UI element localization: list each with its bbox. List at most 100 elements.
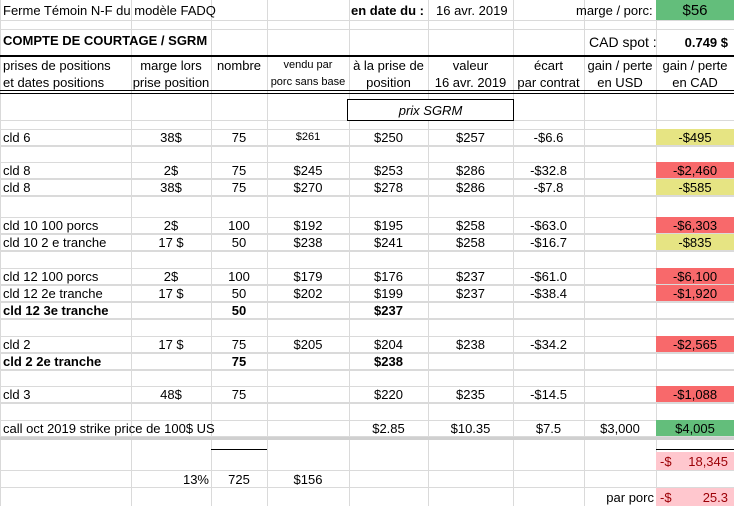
- cell-value[interactable]: $245: [293, 162, 323, 178]
- table-row: cld 12 3e tranche 50 $237: [0, 302, 734, 319]
- cell-value[interactable]: -$835: [656, 234, 734, 250]
- cell-value[interactable]: 48$: [160, 386, 182, 402]
- cell-value[interactable]: $237: [374, 302, 403, 318]
- cell-value[interactable]: -$2,460: [656, 162, 734, 178]
- table-row: cld 8 38$ 75 $270 $278 $286 -$7.8 -$585: [0, 179, 734, 196]
- cell-value[interactable]: $204: [374, 336, 403, 352]
- cell-value[interactable]: -$34.2: [530, 336, 567, 352]
- cell-value[interactable]: $7.5: [535, 420, 562, 436]
- total-cad-cell[interactable]: -$ 18,345: [656, 452, 734, 470]
- cell-value[interactable]: $258: [456, 217, 485, 233]
- cell-value[interactable]: 50: [231, 285, 247, 301]
- cell-value[interactable]: -$6,100: [656, 268, 734, 284]
- cell-value[interactable]: $278: [374, 179, 403, 195]
- cell-value[interactable]: -$7.8: [533, 179, 564, 195]
- cell-value[interactable]: $179: [293, 268, 323, 284]
- cell-value[interactable]: 38$: [160, 179, 182, 195]
- cell-value[interactable]: 38$: [160, 129, 182, 145]
- date-value[interactable]: 16 avr. 2019: [436, 3, 508, 18]
- gridline: [0, 386, 734, 387]
- cell-value[interactable]: $238: [456, 336, 485, 352]
- cell-value[interactable]: -$1,088: [656, 386, 734, 402]
- cell-value[interactable]: $2.85: [372, 420, 405, 436]
- cell-value[interactable]: $253: [374, 162, 403, 178]
- cell-value[interactable]: -$585: [656, 179, 734, 195]
- prix-sgrm-box: prix SGRM: [347, 99, 514, 121]
- cell-value[interactable]: -$16.7: [530, 234, 567, 250]
- position-label[interactable]: cld 12 2e tranche: [3, 285, 103, 301]
- cell-value[interactable]: -$495: [656, 129, 734, 145]
- cell-value[interactable]: $195: [374, 217, 403, 233]
- position-label[interactable]: cld 12 3e tranche: [3, 302, 109, 318]
- cell-value[interactable]: 50: [231, 302, 247, 318]
- cell-value[interactable]: 75: [231, 179, 247, 195]
- position-label[interactable]: cld 8: [3, 162, 31, 178]
- position-label[interactable]: cld 2 2e tranche: [3, 353, 102, 369]
- position-label[interactable]: cld 2: [3, 336, 31, 352]
- cell-value[interactable]: -$14.5: [530, 386, 567, 402]
- cell-value[interactable]: $199: [374, 285, 403, 301]
- cell-value[interactable]: -$2,565: [656, 336, 734, 352]
- gridline: [0, 234, 734, 235]
- cell-value[interactable]: $237: [456, 285, 485, 301]
- column-header-line: en CAD: [672, 75, 718, 90]
- separator: [0, 437, 734, 440]
- cell-value[interactable]: 17 $: [158, 336, 184, 352]
- cell-value[interactable]: 17 $: [158, 234, 184, 250]
- cad-spot-value[interactable]: 0.749 $: [684, 35, 728, 50]
- cell-value[interactable]: $250: [374, 129, 403, 145]
- par-porc-cell[interactable]: -$ 25.3: [656, 488, 734, 506]
- cell-value[interactable]: $286: [456, 162, 485, 178]
- cell-value[interactable]: $235: [456, 386, 485, 402]
- cell-value[interactable]: $270: [293, 179, 323, 195]
- position-label[interactable]: cld 10 2 e tranche: [3, 234, 107, 250]
- cell-value[interactable]: $257: [456, 129, 485, 145]
- cell-value[interactable]: $10.35: [450, 420, 491, 436]
- gridline: [0, 420, 734, 421]
- cell-value[interactable]: -$6.6: [533, 129, 564, 145]
- position-label[interactable]: cld 3: [3, 386, 31, 402]
- position-label[interactable]: cld 8: [3, 179, 31, 195]
- position-label[interactable]: cld 10 100 porcs: [3, 217, 99, 233]
- cell-value[interactable]: 75: [231, 336, 247, 352]
- position-label[interactable]: cld 12 100 porcs: [3, 268, 99, 284]
- cell-value[interactable]: -$61.0: [530, 268, 567, 284]
- cell-value[interactable]: $192: [293, 217, 323, 233]
- cell-value[interactable]: 75: [231, 162, 247, 178]
- cell-value[interactable]: 75: [231, 386, 247, 402]
- cell-value[interactable]: $3,000: [600, 420, 640, 436]
- gridline: [0, 353, 734, 354]
- cell-value[interactable]: 17 $: [158, 285, 184, 301]
- position-label[interactable]: call oct 2019 strike price de 100$ US: [3, 420, 215, 436]
- gridline: [267, 0, 268, 506]
- cell-value[interactable]: -$63.0: [530, 217, 567, 233]
- position-label[interactable]: cld 6: [3, 129, 31, 145]
- cell-value[interactable]: $238: [293, 234, 323, 250]
- cell-value[interactable]: $286: [456, 179, 485, 195]
- cell-value[interactable]: 100: [228, 217, 250, 233]
- cell-value[interactable]: 100: [228, 268, 250, 284]
- cell-value[interactable]: -$32.8: [530, 162, 567, 178]
- marge-value[interactable]: $56: [656, 0, 734, 20]
- cell-value[interactable]: 2$: [163, 162, 179, 178]
- cell-value[interactable]: 75: [231, 129, 247, 145]
- cell-value[interactable]: $220: [374, 386, 403, 402]
- cell-value[interactable]: $4,005: [656, 420, 734, 436]
- cell-value[interactable]: 75: [231, 353, 247, 369]
- gridline: [584, 0, 585, 506]
- cell-value[interactable]: 2$: [163, 217, 179, 233]
- cell-value[interactable]: -$6,303: [656, 217, 734, 233]
- cell-value[interactable]: $176: [374, 268, 403, 284]
- column-header: écart par contrat: [513, 57, 584, 91]
- cell-value[interactable]: 2$: [163, 268, 179, 284]
- cell-value[interactable]: $258: [456, 234, 485, 250]
- cell-value[interactable]: $237: [456, 268, 485, 284]
- cell-value[interactable]: $238: [374, 353, 403, 369]
- cell-value[interactable]: $261: [295, 131, 321, 143]
- cell-value[interactable]: $202: [293, 285, 323, 301]
- cell-value[interactable]: -$1,920: [656, 285, 734, 301]
- cell-value[interactable]: $205: [293, 336, 323, 352]
- cell-value[interactable]: 50: [231, 234, 247, 250]
- cell-value[interactable]: -$38.4: [530, 285, 567, 301]
- cell-value[interactable]: $241: [374, 234, 403, 250]
